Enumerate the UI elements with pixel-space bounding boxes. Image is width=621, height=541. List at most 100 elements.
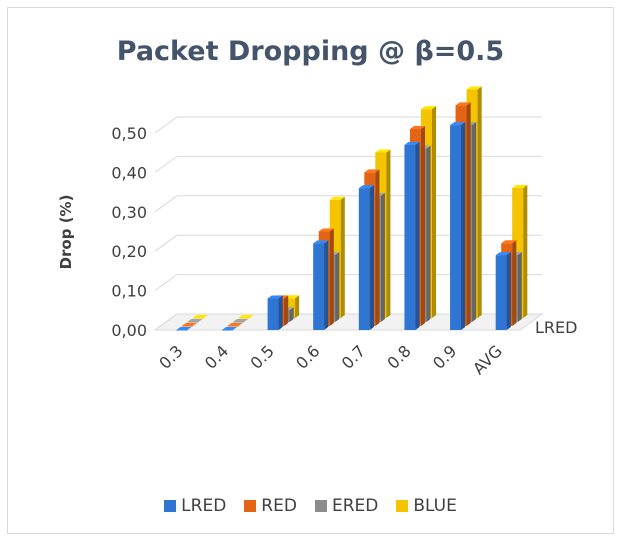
x-tick-label: 0.8 xyxy=(383,341,414,372)
bar-blue-0.4 xyxy=(238,318,250,319)
depth-axis-label: LRED xyxy=(535,318,577,337)
bar-blue-0.6-top xyxy=(329,196,345,200)
x-tick-label: 0.5 xyxy=(246,341,277,372)
bar-lred-0.6 xyxy=(313,243,325,330)
bar-red-0.6-top xyxy=(318,228,334,232)
bar-red-0.4-top xyxy=(227,323,243,326)
bar-lred-0.8-side xyxy=(415,141,420,330)
bar-blue-0.7-top xyxy=(375,149,391,153)
bar-lred-0.7-top xyxy=(358,185,374,189)
x-tick-label: 0.9 xyxy=(429,341,460,372)
legend: LRED RED ERED BLUE xyxy=(0,496,621,516)
bar-lred-0.6-top xyxy=(313,240,329,244)
bar-red-0.4 xyxy=(227,326,239,327)
bar-lred-0.4 xyxy=(221,330,233,331)
bar-blue-avg-top xyxy=(512,184,528,188)
gridline-side xyxy=(154,234,178,252)
bar-ered-0.9-side xyxy=(472,122,477,322)
bar-lred-0.9-top xyxy=(450,122,466,126)
bar-lred-0.5 xyxy=(267,298,279,330)
bar-ered-0.6-side xyxy=(335,252,340,322)
bar-blue-0.9-top xyxy=(466,86,482,90)
bar-lred-0.8 xyxy=(404,144,416,330)
bar-ered-0.5-side xyxy=(289,307,294,322)
bar-blue-0.8-side xyxy=(431,106,437,319)
bar-red-0.6-side xyxy=(329,228,334,326)
bar-lred-avg xyxy=(495,255,507,330)
bar-red-0.9-side xyxy=(466,102,471,326)
bar-red-0.7-side xyxy=(375,169,380,326)
gridline-side xyxy=(154,195,178,213)
bar-lred-0.5-top xyxy=(267,295,283,299)
bar-lred-0.3 xyxy=(176,330,188,331)
bar-lred-avg-top xyxy=(495,252,511,256)
y-tick-label: 0,00 xyxy=(111,321,147,340)
bar-ered-0.7-side xyxy=(380,192,385,322)
legend-item-red: RED xyxy=(244,496,297,516)
bar-lred-0.9 xyxy=(450,125,462,331)
x-tick-label: 0.3 xyxy=(155,341,186,372)
bar-lred-avg-side xyxy=(506,252,511,330)
bar-lred-0.4-top xyxy=(221,327,238,330)
legend-item-blue: BLUE xyxy=(396,496,457,516)
legend-item-ered: ERED xyxy=(314,496,379,516)
bar-blue-0.3-top xyxy=(192,315,208,318)
gridline-side xyxy=(154,274,178,292)
bar-ered-0.4-top xyxy=(232,319,249,322)
legend-label: LRED xyxy=(181,496,227,516)
gridline-side xyxy=(154,155,178,173)
bar-red-0.3-top xyxy=(181,323,197,326)
y-tick-label: 0,10 xyxy=(111,282,147,301)
y-tick-label: 0,50 xyxy=(111,124,147,143)
bar-red-0.8-side xyxy=(420,126,426,326)
bar-ered-0.3-top xyxy=(187,319,203,322)
legend-item-lred: LRED xyxy=(164,496,226,516)
legend-swatch xyxy=(314,500,327,512)
gridline-side xyxy=(154,116,178,134)
y-tick-label: 0,30 xyxy=(111,203,147,222)
bar-ered-0.8-side xyxy=(426,145,431,322)
gridline-side xyxy=(154,313,178,331)
x-tick-label: 0.7 xyxy=(338,341,369,372)
bar-lred-0.6-side xyxy=(324,240,329,330)
bar-blue-0.4-top xyxy=(238,315,254,318)
bar-red-0.5-side xyxy=(284,295,289,326)
bar-red-0.8-top xyxy=(409,126,426,129)
y-axis-title: Drop (%) xyxy=(57,195,75,270)
bar-red-0.3 xyxy=(181,326,193,327)
legend-swatch xyxy=(396,500,409,512)
bar-red-0.7-top xyxy=(364,169,380,173)
y-tick-label: 0,20 xyxy=(111,242,147,261)
bar-lred-0.7-side xyxy=(369,185,374,330)
bar-blue-0.9-side xyxy=(477,86,482,318)
chart-title: Packet Dropping @ β=0.5 xyxy=(116,36,505,67)
bar-red-avg-side xyxy=(512,240,517,326)
bar-red-0.9-top xyxy=(455,102,471,106)
legend-swatch xyxy=(164,500,177,512)
legend-label: ERED xyxy=(331,496,379,516)
legend-label: BLUE xyxy=(413,496,457,516)
bar-lred-0.8-top xyxy=(404,141,420,145)
bar-blue-0.7-side xyxy=(386,149,391,318)
legend-label: RED xyxy=(261,496,297,516)
bar-blue-0.5-side xyxy=(295,295,300,318)
x-tick-label: AVG xyxy=(469,341,506,378)
bar-lred-0.7 xyxy=(358,188,370,330)
bar-lred-0.5-side xyxy=(278,295,283,330)
bar-blue-avg-side xyxy=(523,184,528,318)
floor-plane xyxy=(153,313,544,331)
bar-ered-0.3 xyxy=(187,322,199,323)
bar-blue-0.6-side xyxy=(340,196,345,318)
x-tick-label: 0.4 xyxy=(201,341,232,372)
bar-blue-0.3 xyxy=(192,318,204,319)
bar-lred-0.3-top xyxy=(176,327,192,330)
x-tick-label: 0.6 xyxy=(292,341,323,372)
y-tick-label: 0,40 xyxy=(111,163,147,182)
bar-blue-0.8-top xyxy=(420,106,437,110)
bar-red-avg-top xyxy=(501,240,517,244)
legend-swatch xyxy=(244,500,257,512)
bar-lred-0.9-side xyxy=(461,122,466,331)
bar-ered-0.4 xyxy=(232,322,244,323)
bar-ered-avg-side xyxy=(517,252,522,322)
